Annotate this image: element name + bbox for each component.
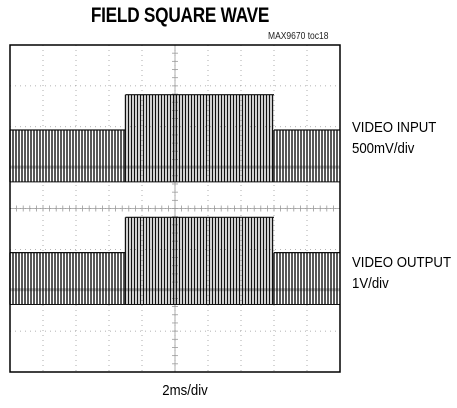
grid — [9, 44, 341, 373]
channel-1-scale: 500mV/div — [352, 140, 415, 157]
channel-2-label: VIDEO OUTPUT 1V/div — [352, 252, 451, 294]
channel-1-name: VIDEO INPUT — [352, 119, 437, 136]
channel-2-name: VIDEO OUTPUT — [352, 254, 452, 271]
channel-2-scale: 1V/div — [352, 275, 389, 292]
x-axis-label: 2ms/div — [162, 382, 208, 399]
traces — [9, 94, 340, 306]
trace-baseline — [10, 165, 340, 169]
plot-frame — [9, 44, 341, 373]
trace-channel-1 — [9, 94, 340, 183]
trace-baseline — [10, 288, 340, 292]
channel-1-label: VIDEO INPUT 500mV/div — [352, 117, 436, 159]
trace-channel-2 — [9, 216, 340, 306]
chart-title: FIELD SQUARE WAVE — [90, 4, 270, 27]
figure-id: MAX9670 toc18 — [268, 31, 329, 42]
